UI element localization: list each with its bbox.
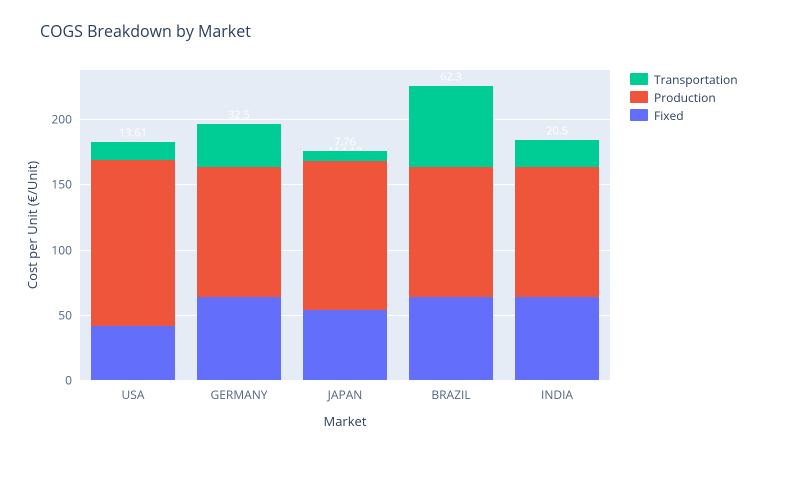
bar-segment-production[interactable]: 100: [515, 167, 600, 297]
legend-label: Production: [654, 89, 716, 106]
x-tick-label: BRAZIL: [431, 386, 470, 403]
y-tick-label: 0: [65, 372, 72, 389]
bar-segment-production[interactable]: 114.12: [303, 161, 388, 310]
legend-item-fixed[interactable]: Fixed: [630, 106, 738, 124]
x-tick-label: INDIA: [541, 386, 573, 403]
bar-segment-production[interactable]: 127.14: [91, 160, 176, 326]
bar-segment-value-label: 62.3: [440, 69, 462, 84]
bar-segment-transportation[interactable]: 20.5: [515, 140, 600, 167]
bar-segment-fixed[interactable]: 41.63: [91, 326, 176, 380]
legend[interactable]: TransportationProductionFixed: [630, 70, 738, 124]
bar-segment-fixed[interactable]: 53.98: [303, 310, 388, 380]
legend-label: Transportation: [654, 71, 738, 88]
bar-segment-fixed[interactable]: 63.54: [515, 297, 600, 380]
x-axis-label: Market: [324, 412, 367, 430]
gridline: [80, 119, 610, 120]
legend-swatch: [630, 91, 648, 103]
y-tick-label: 50: [58, 306, 72, 323]
bar-segment-fixed[interactable]: 63.54: [197, 297, 282, 380]
x-tick-label: GERMANY: [211, 386, 268, 403]
gridline: [80, 380, 610, 381]
bar-segment-production[interactable]: 100: [409, 167, 494, 297]
y-tick-label: 100: [51, 241, 72, 258]
y-tick-label: 150: [51, 176, 72, 193]
y-tick-label: 200: [51, 111, 72, 128]
bar-segment-value-label: 13.61: [119, 126, 147, 141]
bar-segment-transportation[interactable]: 7.76: [303, 151, 388, 161]
legend-swatch: [630, 73, 648, 85]
legend-label: Fixed: [654, 107, 684, 124]
plot-area: 050100150200USA41.63127.1413.61GERMANY63…: [80, 70, 610, 380]
chart-title: COGS Breakdown by Market: [40, 20, 251, 42]
bar-segment-value-label: 7.76: [334, 134, 356, 149]
x-tick-label: USA: [122, 386, 145, 403]
bar-segment-value-label: 32.5: [228, 108, 250, 123]
legend-swatch: [630, 109, 648, 121]
legend-item-transportation[interactable]: Transportation: [630, 70, 738, 88]
chart-root: COGS Breakdown by Market 050100150200USA…: [0, 0, 800, 500]
bar-segment-production[interactable]: 100: [197, 167, 282, 297]
bar-segment-value-label: 20.5: [546, 124, 568, 139]
y-axis-label: Cost per Unit (€/Unit): [23, 161, 41, 289]
bar-segment-transportation[interactable]: 32.5: [197, 124, 282, 166]
x-tick-label: JAPAN: [328, 386, 363, 403]
legend-item-production[interactable]: Production: [630, 88, 738, 106]
bar-segment-transportation[interactable]: 62.3: [409, 86, 494, 167]
bar-segment-fixed[interactable]: 63.54: [409, 297, 494, 380]
bar-segment-transportation[interactable]: 13.61: [91, 142, 176, 160]
